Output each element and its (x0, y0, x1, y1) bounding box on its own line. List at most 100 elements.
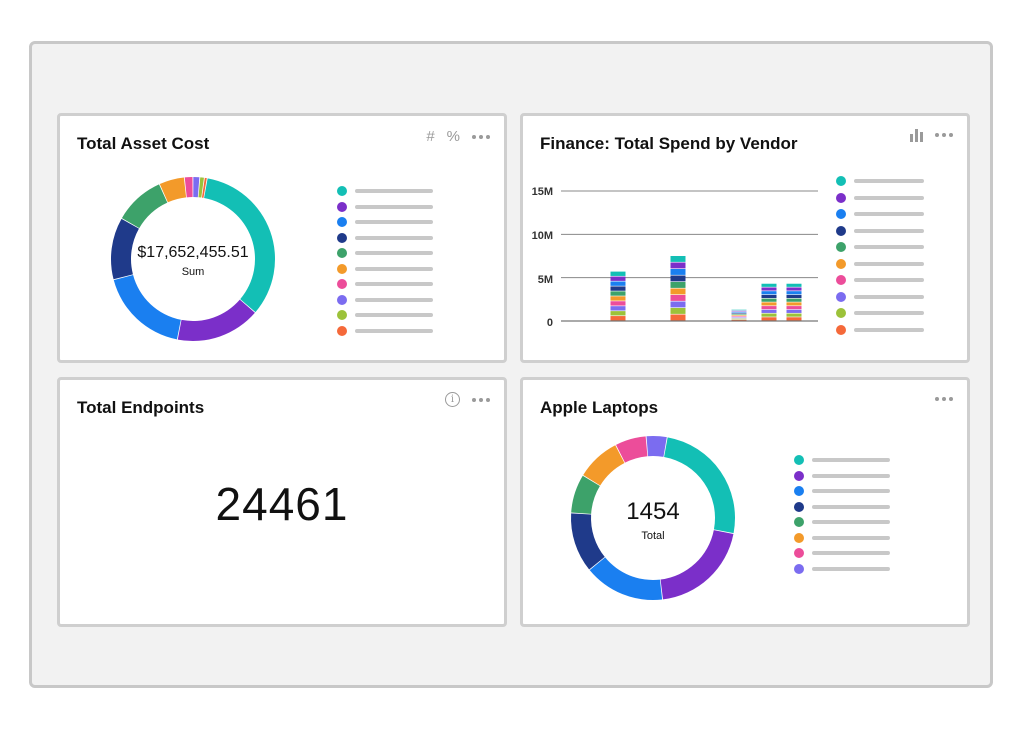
bar-segment[interactable] (731, 313, 747, 314)
bar-segment[interactable] (786, 283, 802, 287)
donut-slice[interactable] (660, 530, 734, 600)
bar-segment[interactable] (731, 318, 747, 320)
legend-item[interactable] (794, 486, 890, 496)
more-options-icon[interactable] (472, 393, 490, 407)
legend-item[interactable] (836, 225, 924, 236)
bar-segment[interactable] (670, 262, 686, 269)
legend-item[interactable] (337, 325, 433, 336)
bar-segment[interactable] (731, 315, 747, 316)
bar-segment[interactable] (786, 313, 802, 317)
legend-item[interactable] (836, 324, 924, 335)
bar-segment[interactable] (731, 311, 747, 313)
donut-slice[interactable] (589, 557, 663, 600)
bar-segment[interactable] (610, 301, 626, 306)
donut-slice[interactable] (159, 177, 187, 203)
bar-segment[interactable] (761, 309, 777, 313)
more-options-icon[interactable] (935, 392, 953, 406)
legend-item[interactable] (836, 275, 924, 285)
bar-segment[interactable] (610, 306, 626, 311)
percent-format-icon[interactable]: % (446, 128, 460, 145)
bar-segment[interactable] (761, 298, 777, 302)
donut-slice[interactable] (184, 177, 193, 198)
donut-slice[interactable] (664, 437, 735, 534)
legend-item[interactable] (794, 455, 890, 465)
bar-segment[interactable] (761, 317, 777, 321)
more-options-icon[interactable] (935, 128, 953, 142)
bar-segment[interactable] (761, 283, 777, 287)
donut-slice[interactable] (616, 436, 648, 463)
bar-segment[interactable] (786, 291, 802, 295)
legend-item[interactable] (337, 279, 433, 289)
donut-slice[interactable] (177, 299, 255, 341)
donut-slice[interactable] (193, 177, 200, 198)
legend-item[interactable] (836, 291, 924, 302)
bar-segment[interactable] (731, 314, 747, 315)
legend-item[interactable] (794, 501, 890, 512)
legend-item[interactable] (836, 176, 924, 186)
bar-segment[interactable] (786, 317, 802, 321)
bar-segment[interactable] (610, 286, 626, 291)
legend-item[interactable] (794, 532, 890, 543)
bar-segment[interactable] (786, 306, 802, 310)
bar-segment[interactable] (670, 295, 686, 301)
bar-chart-icon[interactable] (910, 128, 923, 142)
legend-item[interactable] (836, 308, 924, 318)
bar-segment[interactable] (610, 281, 626, 286)
bar-segment[interactable] (761, 294, 777, 299)
legend-item[interactable] (337, 310, 433, 320)
bar-segment[interactable] (610, 311, 626, 316)
bar-segment[interactable] (761, 287, 777, 291)
donut-slice[interactable] (201, 177, 207, 198)
bar-segment[interactable] (731, 319, 747, 321)
bar-segment[interactable] (731, 310, 747, 312)
legend-item[interactable] (794, 563, 890, 574)
donut-slice[interactable] (571, 513, 605, 570)
bar-segment[interactable] (786, 309, 802, 313)
bar-segment[interactable] (670, 308, 686, 314)
donut-slice[interactable] (583, 445, 625, 486)
donut-slice[interactable] (198, 177, 204, 198)
legend-item[interactable] (337, 201, 433, 212)
bar-segment[interactable] (761, 302, 777, 306)
bar-segment[interactable] (786, 294, 802, 299)
bar-segment[interactable] (670, 256, 686, 262)
legend-item[interactable] (337, 294, 433, 305)
donut-slice[interactable] (571, 475, 600, 514)
donut-slice[interactable] (121, 184, 168, 229)
legend-item[interactable] (337, 217, 433, 227)
bar-segment[interactable] (786, 302, 802, 306)
bar-segment[interactable] (610, 316, 626, 321)
bar-segment[interactable] (610, 276, 626, 281)
legend-item[interactable] (794, 517, 890, 527)
bar-segment[interactable] (731, 309, 747, 311)
bar-segment[interactable] (670, 301, 686, 308)
legend-item[interactable] (337, 232, 433, 243)
bar-segment[interactable] (786, 298, 802, 302)
bar-segment[interactable] (610, 271, 626, 276)
legend-item[interactable] (836, 242, 924, 252)
number-format-icon[interactable]: # (426, 128, 435, 145)
legend-item[interactable] (836, 209, 924, 219)
legend-item[interactable] (337, 186, 433, 196)
bar-segment[interactable] (670, 282, 686, 288)
legend-item[interactable] (337, 248, 433, 258)
donut-slice[interactable] (113, 274, 181, 340)
bar-segment[interactable] (786, 287, 802, 291)
legend-item[interactable] (794, 548, 890, 558)
bar-segment[interactable] (761, 313, 777, 317)
bar-segment[interactable] (610, 291, 626, 296)
bar-segment[interactable] (731, 317, 747, 319)
bar-segment[interactable] (761, 306, 777, 310)
more-options-icon[interactable] (472, 130, 490, 144)
bar-segment[interactable] (670, 269, 686, 275)
bar-segment[interactable] (670, 275, 686, 282)
bar-segment[interactable] (761, 291, 777, 295)
bar-segment[interactable] (731, 316, 747, 318)
legend-item[interactable] (836, 258, 924, 269)
legend-item[interactable] (836, 192, 924, 203)
donut-slice[interactable] (646, 436, 667, 457)
bar-segment[interactable] (670, 288, 686, 295)
bar-segment[interactable] (670, 314, 686, 321)
bar-segment[interactable] (610, 296, 626, 301)
donut-slice[interactable] (204, 178, 275, 313)
